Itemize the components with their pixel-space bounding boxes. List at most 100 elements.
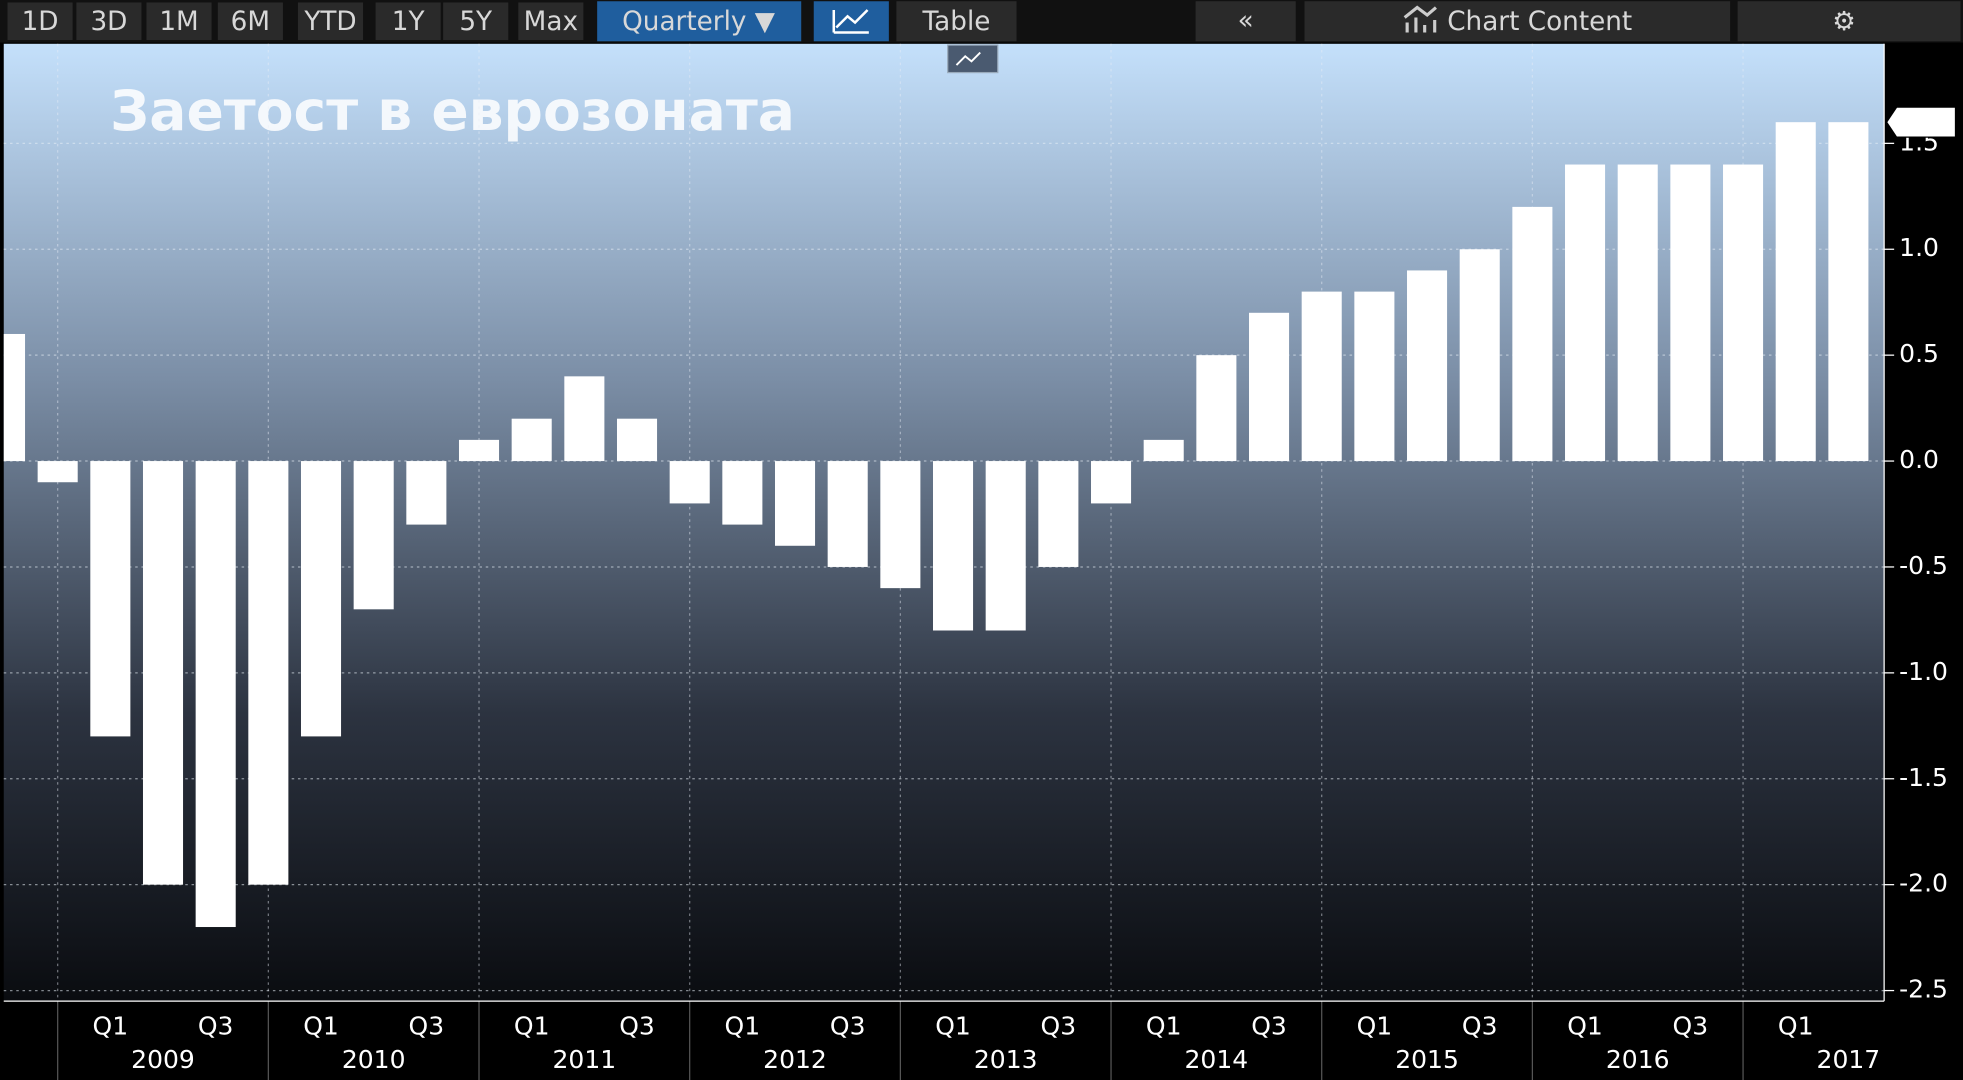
x-tick-label: Q3	[830, 1011, 866, 1040]
chart-title: Заетост в еврозоната	[110, 79, 795, 143]
y-tick-label: -1.0	[1899, 657, 1948, 686]
x-tick-label: Q1	[1567, 1011, 1603, 1040]
x-tick-label: Q1	[1146, 1011, 1182, 1040]
year-label: 2015	[1395, 1045, 1459, 1074]
range-button[interactable]: 5Y	[459, 7, 493, 37]
year-label: 2014	[1185, 1045, 1249, 1074]
bar	[1249, 312, 1290, 462]
year-label: 2010	[342, 1045, 406, 1074]
y-tick-label: 0.5	[1899, 339, 1939, 368]
chart-content-icon	[1403, 5, 1437, 33]
table-bg[interactable]	[896, 1, 1017, 42]
year-label: 2009	[131, 1045, 195, 1074]
chart-view-bg[interactable]	[813, 1, 889, 42]
year-label: 2011	[553, 1045, 617, 1074]
range-button-bg[interactable]	[375, 2, 441, 41]
x-tick-label: Q3	[1251, 1011, 1287, 1040]
collapse-button[interactable]: «	[1238, 6, 1254, 36]
frequency-dropdown[interactable]: Quarterly ▼	[622, 7, 776, 37]
frequency-bg[interactable]	[597, 1, 802, 42]
x-tick-label: Q3	[1041, 1011, 1077, 1040]
range-button-bg[interactable]	[146, 2, 212, 41]
x-tick-label: Q3	[1673, 1011, 1709, 1040]
bar	[511, 418, 552, 462]
bar	[1512, 206, 1553, 462]
bar	[1775, 122, 1816, 462]
x-tick-label: Q3	[409, 1011, 445, 1040]
x-tick-label: Q1	[725, 1011, 761, 1040]
y-tick-label: -1.5	[1899, 763, 1948, 792]
y-tick-label: 0.0	[1899, 445, 1939, 474]
year-label: 2013	[974, 1045, 1038, 1074]
bar	[933, 461, 974, 631]
x-tick-label: Q1	[935, 1011, 971, 1040]
bar	[248, 461, 289, 885]
range-button-bg[interactable]	[443, 2, 509, 41]
x-tick-label: Q1	[1778, 1011, 1814, 1040]
bar	[1091, 461, 1132, 504]
bar	[1670, 164, 1711, 462]
bar	[880, 461, 921, 589]
year-label: 2012	[763, 1045, 827, 1074]
range-button-bg[interactable]	[217, 2, 283, 41]
bar	[722, 461, 763, 525]
last-value-label: 1.6	[1899, 106, 1939, 135]
bar	[1354, 291, 1395, 462]
bar	[300, 461, 342, 737]
bar	[1196, 355, 1237, 462]
y-tick-label: 1.0	[1899, 233, 1939, 262]
x-tick-label: Q3	[1462, 1011, 1498, 1040]
bar	[1143, 439, 1184, 462]
chart-content-button[interactable]: Chart Content	[1447, 7, 1632, 37]
bar	[1301, 291, 1342, 462]
range-button-bg[interactable]	[297, 2, 364, 41]
range-button[interactable]: YTD	[303, 7, 356, 37]
bar	[616, 418, 658, 462]
bar	[1723, 164, 1764, 462]
x-tick-label: Q1	[93, 1011, 129, 1040]
table-button[interactable]: Table	[921, 7, 990, 37]
bar	[827, 461, 868, 567]
year-label: 2016	[1606, 1045, 1670, 1074]
chart-type-icon	[955, 51, 981, 66]
bar	[37, 461, 78, 483]
x-tick-label: Q3	[198, 1011, 234, 1040]
bar	[406, 461, 447, 525]
bar	[1038, 461, 1079, 567]
y-tick-label: -0.5	[1899, 551, 1948, 580]
x-tick-label: Q1	[303, 1011, 339, 1040]
settings-bg[interactable]	[1737, 1, 1961, 42]
chart-content-bg[interactable]	[1304, 1, 1731, 42]
range-button[interactable]: 1D	[22, 7, 59, 37]
bar	[1565, 164, 1606, 462]
bar	[90, 461, 131, 737]
bar	[458, 439, 500, 462]
bar	[195, 461, 236, 928]
range-button[interactable]: 1Y	[392, 7, 426, 37]
bar	[353, 461, 394, 610]
chart-type-button[interactable]	[947, 44, 999, 74]
last-value-tag	[1885, 106, 1957, 138]
range-button[interactable]: 6M	[231, 7, 270, 37]
range-button-bg[interactable]	[518, 2, 584, 41]
bar	[1407, 270, 1448, 462]
bar	[1459, 249, 1500, 462]
collapse-bg[interactable]	[1195, 1, 1296, 42]
bar	[1828, 122, 1869, 462]
range-button[interactable]: 1M	[159, 7, 198, 37]
bar	[985, 461, 1026, 631]
range-button-bg[interactable]	[7, 2, 73, 41]
bar	[3, 333, 26, 462]
range-button[interactable]: 3D	[90, 7, 127, 37]
y-tick-label: -2.0	[1899, 869, 1948, 898]
y-tick-label: -2.5	[1899, 975, 1948, 1004]
x-tick-label: Q1	[514, 1011, 550, 1040]
year-label: 2017	[1817, 1045, 1881, 1074]
settings-button[interactable]: ⚙	[1832, 7, 1856, 37]
range-button[interactable]: Max	[524, 7, 578, 37]
bar	[1617, 164, 1658, 462]
x-tick-label: Q3	[619, 1011, 655, 1040]
bar	[142, 461, 184, 885]
range-button-bg[interactable]	[76, 2, 142, 41]
